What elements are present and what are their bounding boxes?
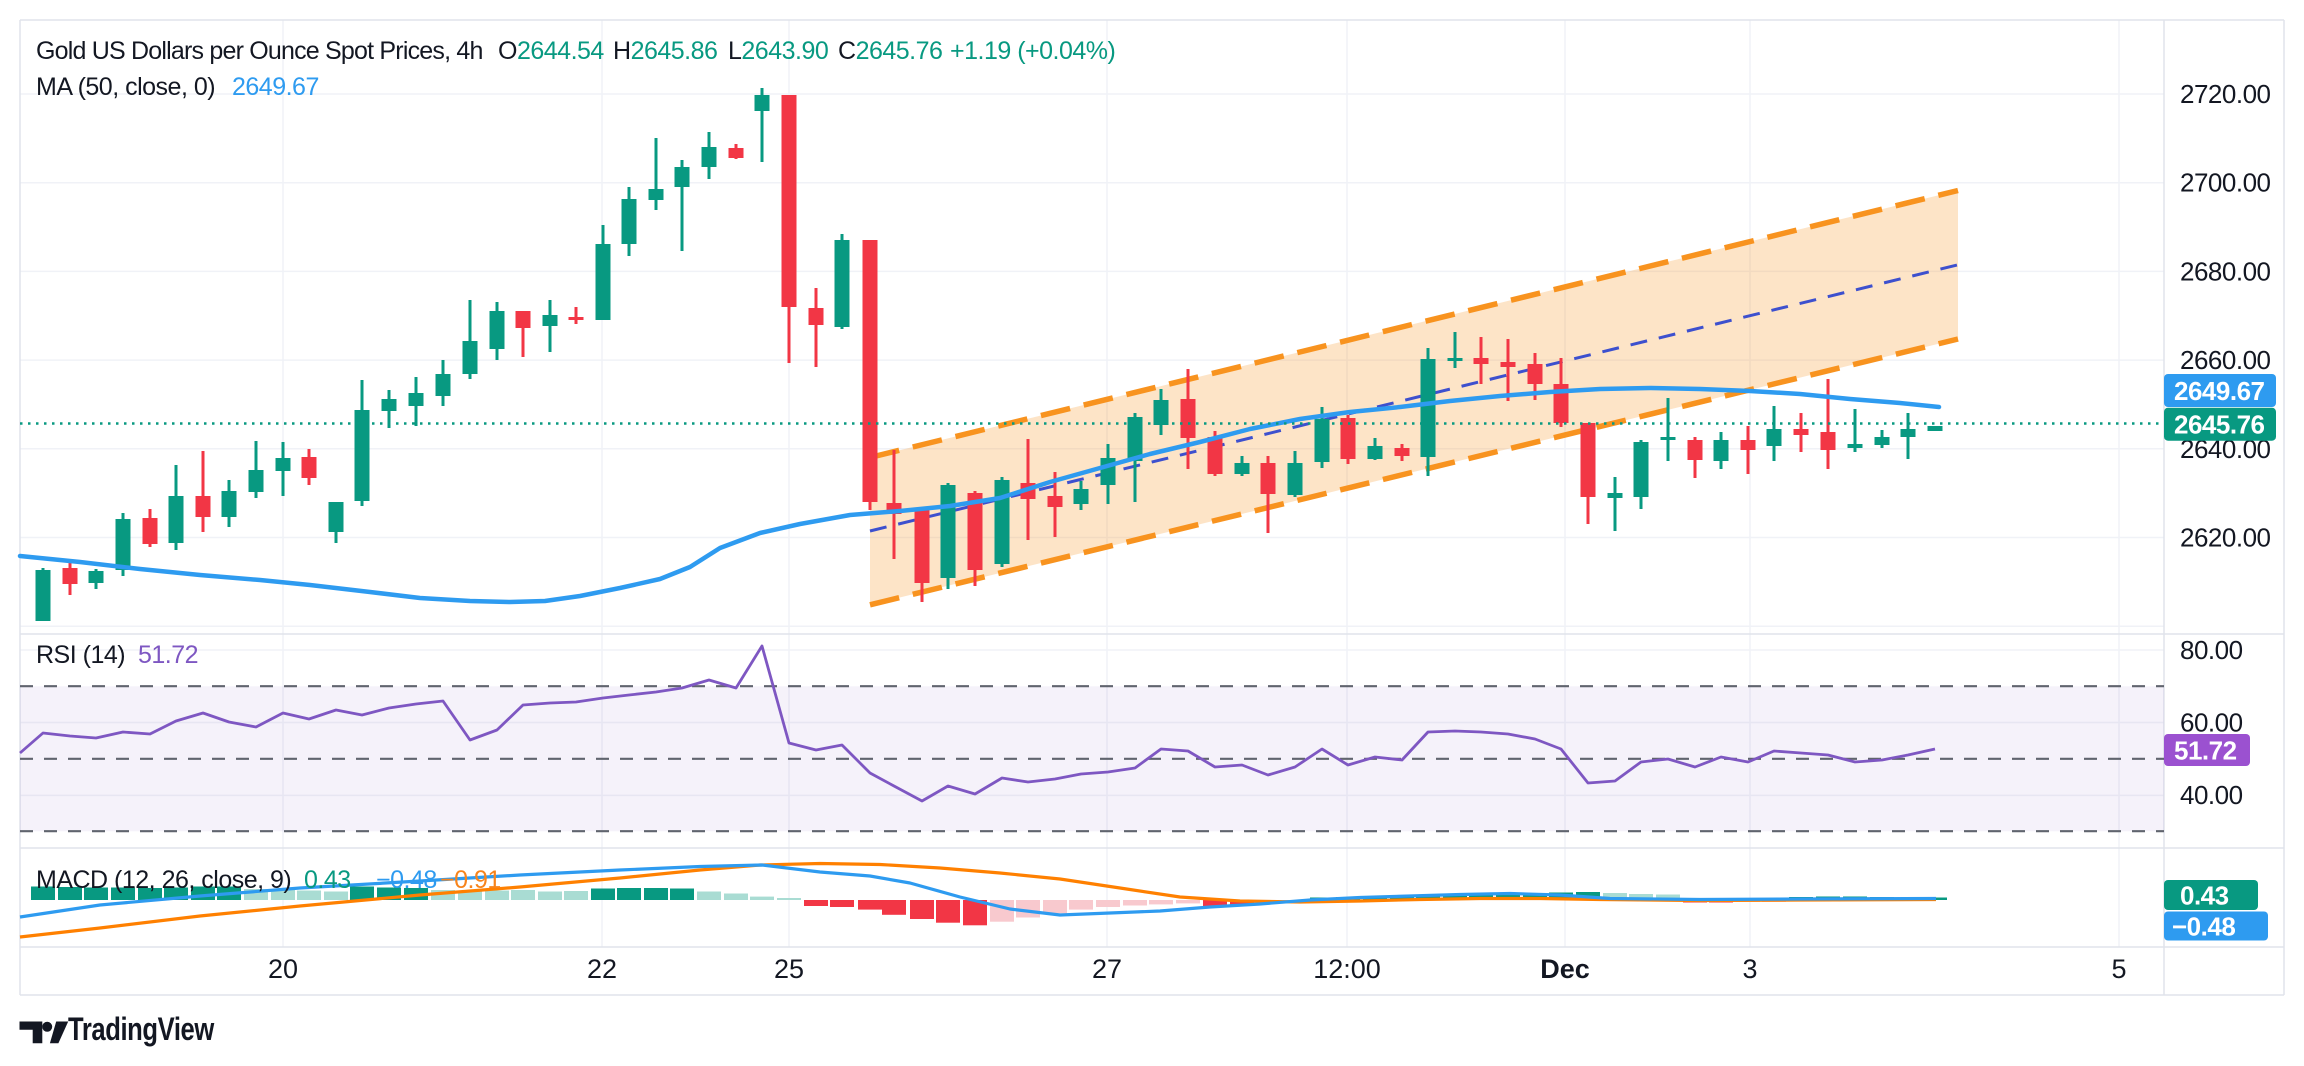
svg-text:51.72: 51.72 — [2174, 736, 2237, 766]
svg-text:L2643.90: L2643.90 — [728, 37, 828, 65]
svg-text:2645.76: 2645.76 — [2174, 410, 2265, 440]
svg-text:80.00: 80.00 — [2180, 635, 2243, 665]
svg-text:51.72: 51.72 — [138, 641, 198, 669]
svg-text:2700.00: 2700.00 — [2180, 168, 2271, 198]
svg-text:−0.91: −0.91 — [440, 866, 501, 894]
svg-text:O2644.54: O2644.54 — [498, 37, 604, 65]
svg-text:0.43: 0.43 — [304, 866, 351, 894]
svg-text:2720.00: 2720.00 — [2180, 79, 2271, 109]
svg-text:2660.00: 2660.00 — [2180, 345, 2271, 375]
svg-text:12:00: 12:00 — [1313, 954, 1381, 984]
svg-text:2620.00: 2620.00 — [2180, 523, 2271, 553]
svg-text:Dec: Dec — [1540, 954, 1590, 984]
svg-text:3: 3 — [1742, 954, 1757, 984]
svg-text:2649.67: 2649.67 — [232, 73, 319, 101]
svg-text:−0.48: −0.48 — [376, 866, 437, 894]
svg-text:0.43: 0.43 — [2180, 881, 2229, 911]
svg-text:+1.19 (+0.04%): +1.19 (+0.04%) — [950, 37, 1115, 65]
svg-text:Gold US Dollars per Ounce Spot: Gold US Dollars per Ounce Spot Prices, 4… — [36, 37, 483, 65]
svg-text:MACD (12, 26, close, 9): MACD (12, 26, close, 9) — [36, 866, 291, 894]
svg-text:−0.48: −0.48 — [2172, 912, 2235, 942]
svg-text:H2645.86: H2645.86 — [613, 37, 717, 65]
svg-text:60.00: 60.00 — [2180, 708, 2243, 738]
svg-text:RSI (14): RSI (14) — [36, 641, 125, 669]
svg-text:40.00: 40.00 — [2180, 780, 2243, 810]
svg-text:27: 27 — [1092, 954, 1122, 984]
svg-text:MA (50, close, 0): MA (50, close, 0) — [36, 73, 215, 101]
svg-text:C2645.76: C2645.76 — [838, 37, 942, 65]
svg-text:5: 5 — [2111, 954, 2126, 984]
svg-text:2649.67: 2649.67 — [2174, 376, 2265, 406]
svg-text:20: 20 — [268, 954, 298, 984]
svg-text:TradingView: TradingView — [68, 1012, 215, 1047]
svg-text:25: 25 — [774, 954, 804, 984]
svg-text:22: 22 — [587, 954, 617, 984]
svg-text:2680.00: 2680.00 — [2180, 256, 2271, 286]
